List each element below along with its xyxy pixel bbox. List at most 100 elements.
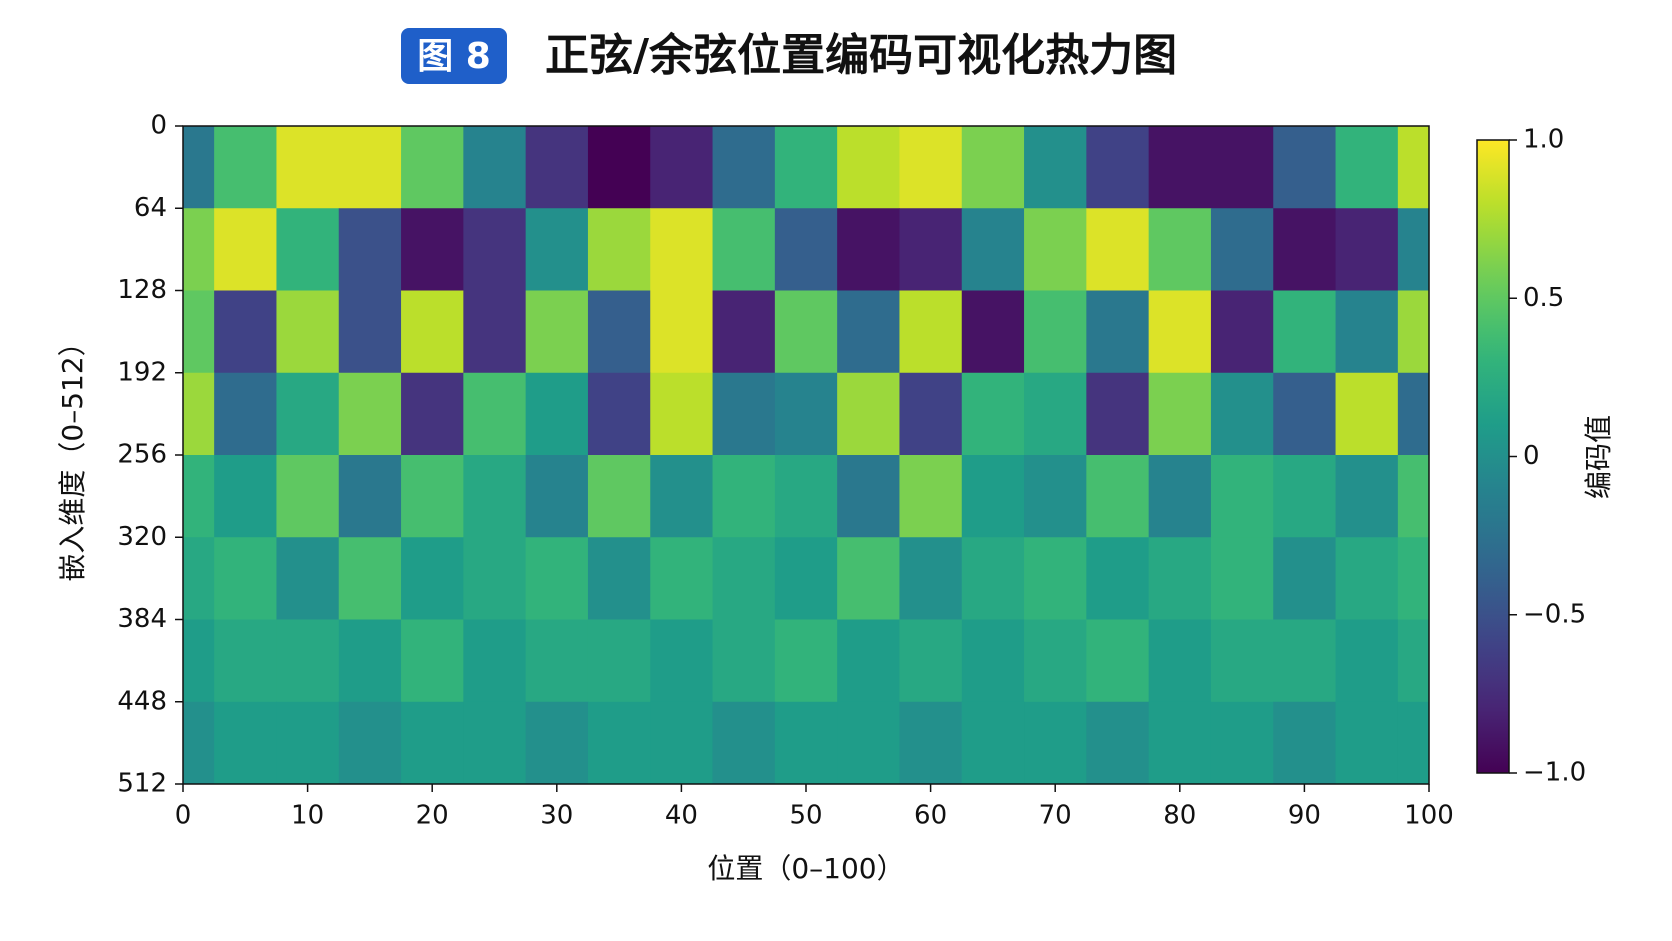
heat-cell: [1148, 372, 1212, 456]
heat-cell: [463, 372, 527, 456]
heat-cell: [401, 701, 464, 784]
heat-cell: [587, 455, 651, 538]
heat-cell: [214, 619, 277, 703]
heat-cell: [1086, 619, 1150, 703]
heat-cell: [276, 290, 340, 374]
heat-cell: [712, 126, 776, 209]
y-axis-label: 嵌入维度（0–512）: [56, 328, 89, 581]
heat-cell: [463, 619, 527, 703]
heat-cell: [183, 619, 215, 703]
heat-cell: [1273, 290, 1337, 374]
heat-cell: [899, 126, 963, 209]
heat-cell: [1397, 126, 1429, 209]
heat-cell: [276, 372, 340, 456]
heat-cell: [463, 126, 527, 209]
heat-cell: [899, 290, 963, 374]
heat-cell: [1148, 537, 1212, 620]
heat-cell: [961, 455, 1025, 538]
heat-cell: [712, 208, 776, 291]
heat-cell: [650, 126, 714, 209]
heat-cell: [712, 701, 776, 784]
heat-cell: [774, 619, 838, 703]
heat-cell: [276, 455, 340, 538]
heat-cell: [338, 619, 402, 703]
heat-cell: [183, 701, 215, 784]
heat-cell: [899, 701, 963, 784]
x-tick-label: 70: [1039, 801, 1072, 831]
heat-cell: [1210, 290, 1274, 374]
x-tick-label: 50: [789, 801, 822, 831]
heat-cell: [837, 372, 900, 456]
heat-cell: [463, 208, 527, 291]
heat-cell: [774, 537, 838, 620]
heat-cell: [899, 537, 963, 620]
heat-cell: [525, 537, 589, 620]
heat-cell: [214, 126, 277, 209]
figure-badge: [401, 28, 507, 84]
heat-cell: [774, 372, 838, 456]
heat-cell: [401, 537, 464, 620]
heat-cell: [1024, 619, 1087, 703]
heat-cell: [214, 372, 277, 456]
heat-cell: [183, 537, 215, 620]
heat-cell: [1210, 537, 1274, 620]
heat-cell: [587, 537, 651, 620]
heat-cell: [1273, 455, 1337, 538]
heat-cell: [899, 372, 963, 456]
heat-cell: [587, 208, 651, 291]
heat-cell: [961, 208, 1025, 291]
heat-cell: [276, 537, 340, 620]
y-tick-label: 384: [117, 604, 167, 634]
heat-cell: [712, 619, 776, 703]
heat-cell: [1086, 455, 1150, 538]
heat-cell: [837, 126, 900, 209]
heat-cell: [1086, 208, 1150, 291]
y-tick-label: 320: [117, 522, 167, 552]
heat-cell: [338, 701, 402, 784]
heat-cell: [712, 537, 776, 620]
heat-cell: [525, 372, 589, 456]
heat-cell: [587, 701, 651, 784]
heat-cell: [1024, 208, 1087, 291]
y-tick-label: 192: [117, 357, 167, 387]
heat-cell: [214, 537, 277, 620]
y-tick-label: 0: [150, 111, 167, 141]
heat-cell: [1273, 208, 1337, 291]
heat-cell: [525, 619, 589, 703]
heat-cell: [1086, 126, 1150, 209]
heat-cell: [1024, 290, 1087, 374]
heat-cell: [276, 619, 340, 703]
heat-cell: [1335, 701, 1399, 784]
heat-cell: [1273, 372, 1337, 456]
x-tick-label: 100: [1404, 801, 1454, 831]
y-tick-label: 64: [134, 193, 167, 223]
colorbar-tick-label: 0: [1523, 441, 1540, 471]
heat-cell: [774, 126, 838, 209]
heat-cell: [774, 208, 838, 291]
x-tick-label: 80: [1163, 801, 1196, 831]
heat-cell: [214, 208, 277, 291]
heat-cell: [1335, 455, 1399, 538]
y-tick-label: 512: [117, 769, 167, 799]
heat-cell: [1397, 619, 1429, 703]
y-tick-label: 256: [117, 440, 167, 470]
heat-cell: [183, 290, 215, 374]
heat-cell: [650, 208, 714, 291]
heat-cell: [712, 372, 776, 456]
heat-cell: [276, 701, 340, 784]
heat-cell: [587, 372, 651, 456]
heat-cell: [774, 290, 838, 374]
heat-cell: [1273, 537, 1337, 620]
heat-cell: [837, 619, 900, 703]
heat-cell: [1335, 208, 1399, 291]
heat-cell: [650, 290, 714, 374]
heat-cell: [1397, 208, 1429, 291]
colorbar-tick-label: 1.0: [1523, 125, 1564, 155]
heat-cell: [1210, 208, 1274, 291]
heat-cell: [1397, 455, 1429, 538]
x-tick-label: 20: [416, 801, 449, 831]
heat-cell: [1210, 372, 1274, 456]
colorbar-label: 编码值: [1582, 415, 1615, 499]
heat-cell: [1024, 372, 1087, 456]
